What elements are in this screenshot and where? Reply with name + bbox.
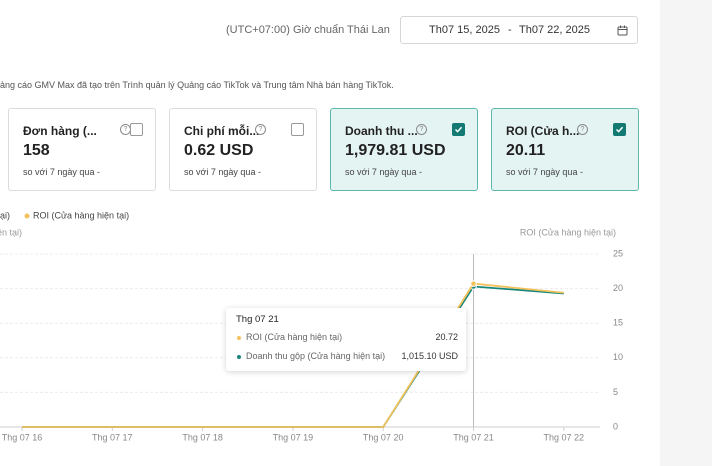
card-title: Chi phí mỗi... xyxy=(184,124,260,138)
y2-tick-label: 25 xyxy=(613,248,623,258)
side-panel xyxy=(660,0,712,466)
help-icon: ? xyxy=(255,124,266,135)
date-end[interactable]: Th07 22, 2025 xyxy=(519,24,590,36)
y2-tick-label: 10 xyxy=(613,352,623,362)
legend-dot xyxy=(24,213,30,219)
x-tick-label: Thg 07 22 xyxy=(544,432,585,442)
date-sep: - xyxy=(508,24,512,36)
metric-card[interactable]: Chi phí mỗi...? 0.62 USD so với 7 ngày qua… xyxy=(169,108,317,191)
x-tick-label: Thg 07 16 xyxy=(2,432,43,442)
tooltip-dot xyxy=(237,355,241,359)
x-tick-label: Thg 07 17 xyxy=(92,432,133,442)
timezone: (UTC+07:00) Giờ chuẩn Thái Lan xyxy=(226,24,390,36)
card-value: 20.11 xyxy=(506,142,546,159)
legend-label: Doanh thu gộp (Cửa hàng hiện tại) xyxy=(0,210,10,220)
y2-axis-title: ROI (Cửa hàng hiện tại) xyxy=(520,227,616,237)
date-picker[interactable]: Th07 15, 2025 - Th07 22, 2025 xyxy=(400,16,638,44)
legend-label: ROI (Cửa hàng hiện tại) xyxy=(33,210,129,220)
x-tick-label: Thg 07 18 xyxy=(182,432,223,442)
tooltip-series: Doanh thu gộp (Cửa hàng hiện tại) xyxy=(246,351,386,361)
checkbox[interactable] xyxy=(613,123,626,136)
card-compare: so với 7 ngày qua - xyxy=(345,167,422,177)
card-title: ROI (Cửa h... xyxy=(506,124,580,138)
metric-card[interactable]: ROI (Cửa h...? 20.11 so với 7 ngày qua - xyxy=(491,108,639,191)
tooltip-value: 20.72 xyxy=(435,332,458,342)
help-icon: ? xyxy=(416,124,427,135)
tooltip-dot xyxy=(237,336,241,340)
card-compare: so với 7 ngày qua - xyxy=(23,167,100,177)
card-title: Doanh thu ... xyxy=(345,124,418,138)
y2-tick-label: 5 xyxy=(613,387,618,397)
x-tick-label: Thg 07 21 xyxy=(453,432,494,442)
chart: 0 5 10 15 20 25 Thg 07 16 Thg 07 17 Thg 07 18 Thg… xyxy=(0,210,623,442)
checkbox[interactable] xyxy=(130,123,143,136)
y2-tick-label: 0 xyxy=(613,421,618,431)
calendar-icon[interactable] xyxy=(617,25,628,36)
tooltip-title: Thg 07 21 xyxy=(236,314,279,325)
checkbox[interactable] xyxy=(452,123,465,136)
tooltip-series: ROI (Cửa hàng hiện tại) xyxy=(246,332,343,342)
x-tick-label: Thg 07 20 xyxy=(363,432,404,442)
date-start[interactable]: Th07 15, 2025 xyxy=(429,24,500,36)
help-icon: ? xyxy=(577,124,588,135)
card-compare: so với 7 ngày qua - xyxy=(506,167,583,177)
card-value: 158 xyxy=(23,142,50,159)
card-compare: so với 7 ngày qua - xyxy=(184,167,261,177)
card-value: 0.62 USD xyxy=(184,142,254,159)
notice: ảng cáo GMV Max đã tạo trên Trình quản l… xyxy=(0,80,394,90)
y2-tick-label: 20 xyxy=(613,283,623,293)
tooltip-value: 1,015.10 USD xyxy=(401,351,458,361)
checkbox[interactable] xyxy=(291,123,304,136)
y2-tick-label: 15 xyxy=(613,318,623,328)
hover-dot xyxy=(470,280,477,287)
metric-card[interactable]: Doanh thu ...? 1,979.81 USD so với 7 ngày … xyxy=(330,108,478,191)
metric-card[interactable]: Đơn hàng (...? 158 so với 7 ngày qua - xyxy=(8,108,156,191)
card-value: 1,979.81 USD xyxy=(345,142,446,159)
card-title: Đơn hàng (... xyxy=(23,124,97,138)
y-axis-title: Doanh thu gộp (Cửa hàng hiện tại) xyxy=(0,227,22,237)
x-tick-label: Thg 07 19 xyxy=(273,432,314,442)
tooltip: Thg 07 21 ROI (Cửa hàng hiện tại) 20.72 … xyxy=(226,308,466,371)
